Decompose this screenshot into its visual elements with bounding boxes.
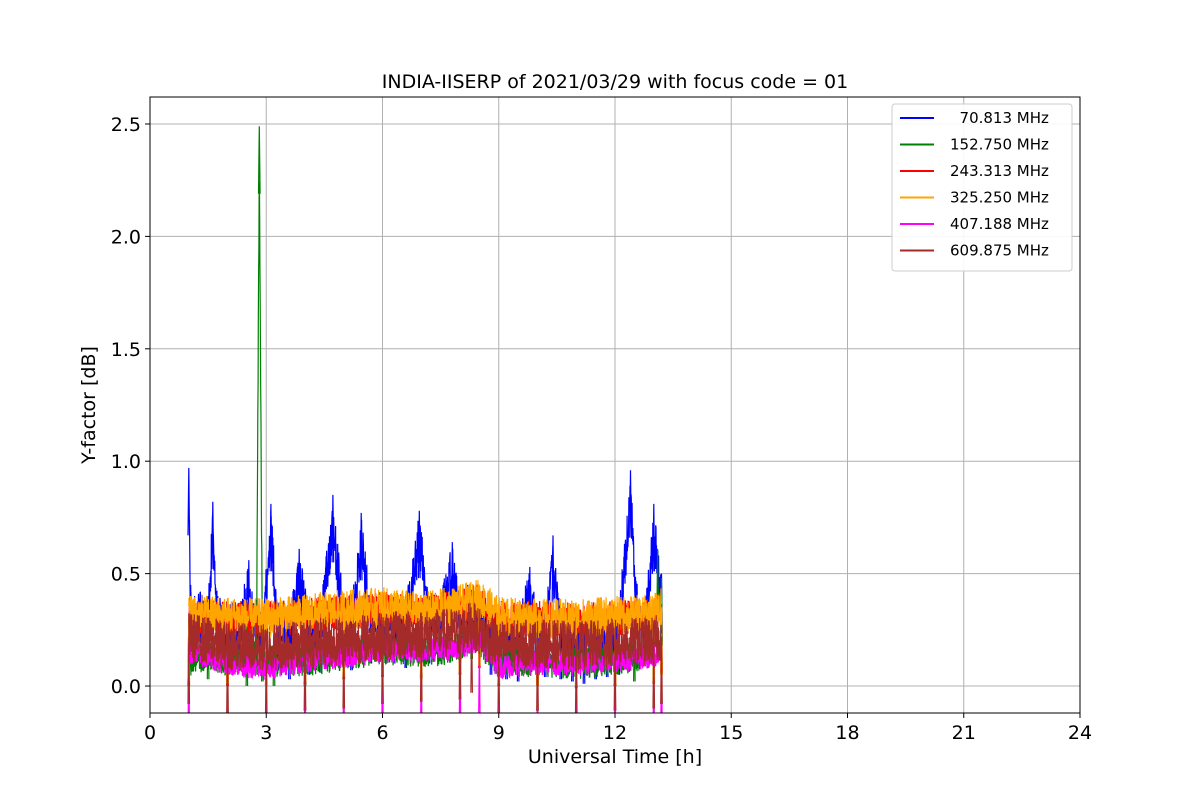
legend-label: 152.750 MHz: [950, 136, 1049, 154]
x-tick-label: 3: [260, 722, 272, 744]
x-tick-label: 24: [1068, 722, 1092, 744]
legend-box: [891, 103, 1073, 272]
legend-label: 609.875 MHz: [950, 242, 1049, 260]
series-line-5: [187, 602, 663, 713]
y-tick-label: 0.5: [111, 564, 141, 586]
legend-label: 407.188 MHz: [950, 215, 1049, 233]
y-tick-label: 1.5: [111, 339, 141, 361]
x-tick-label: 0: [144, 722, 156, 744]
legend-label: 243.313 MHz: [950, 162, 1049, 180]
y-tick-label: 2.0: [111, 226, 141, 248]
x-tick-label: 21: [952, 722, 976, 744]
chart-title: INDIA-IISERP of 2021/03/29 with focus co…: [382, 71, 848, 93]
x-tick-label: 6: [376, 722, 388, 744]
legend: 70.813 MHz 152.750 MHz 243.313 MHz 325.250 …: [891, 103, 1073, 272]
y-axis-title: Y-factor [dB]: [78, 346, 100, 465]
x-axis-title: Universal Time [h]: [528, 746, 702, 768]
x-tick-label: 15: [719, 722, 743, 744]
x-tick-label: 18: [835, 722, 859, 744]
plot-area: [187, 126, 663, 713]
x-axis-ticks: 0 3 6 9 12 15 18 21 24: [144, 713, 1092, 744]
x-tick-label: 9: [493, 722, 505, 744]
y-axis-ticks: 0.0 0.5 1.0 1.5 2.0 2.5: [111, 114, 150, 698]
x-tick-label: 12: [603, 722, 627, 744]
legend-label: 325.250 MHz: [950, 189, 1049, 207]
y-tick-label: 0.0: [111, 676, 141, 698]
y-tick-label: 2.5: [111, 114, 141, 136]
legend-label: 70.813 MHz: [950, 109, 1049, 127]
y-tick-label: 1.0: [111, 451, 141, 473]
